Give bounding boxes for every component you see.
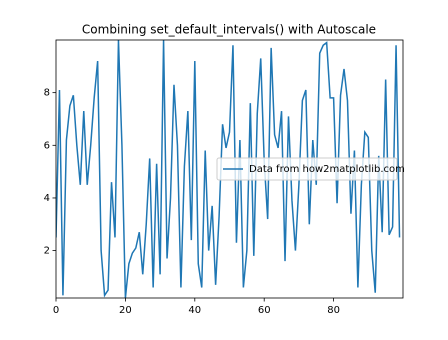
plot-frame: [55, 39, 404, 299]
x-tick-label: 40: [188, 305, 201, 316]
x-tick-label: 80: [327, 305, 340, 316]
x-tick-label: 60: [258, 305, 271, 316]
y-tick-label: 4: [44, 193, 50, 204]
x-tick-label: 20: [119, 305, 132, 316]
chart-title: Combining set_default_intervals() with A…: [82, 23, 376, 37]
legend-label: Data from how2matplotlib.com: [249, 164, 405, 175]
x-tick-label: 0: [53, 305, 59, 316]
y-tick-label: 2: [44, 246, 50, 257]
y-tick-label: 6: [44, 140, 50, 151]
y-tick-label: 8: [44, 88, 50, 99]
data-line: [56, 40, 401, 298]
legend-box: [216, 157, 398, 181]
